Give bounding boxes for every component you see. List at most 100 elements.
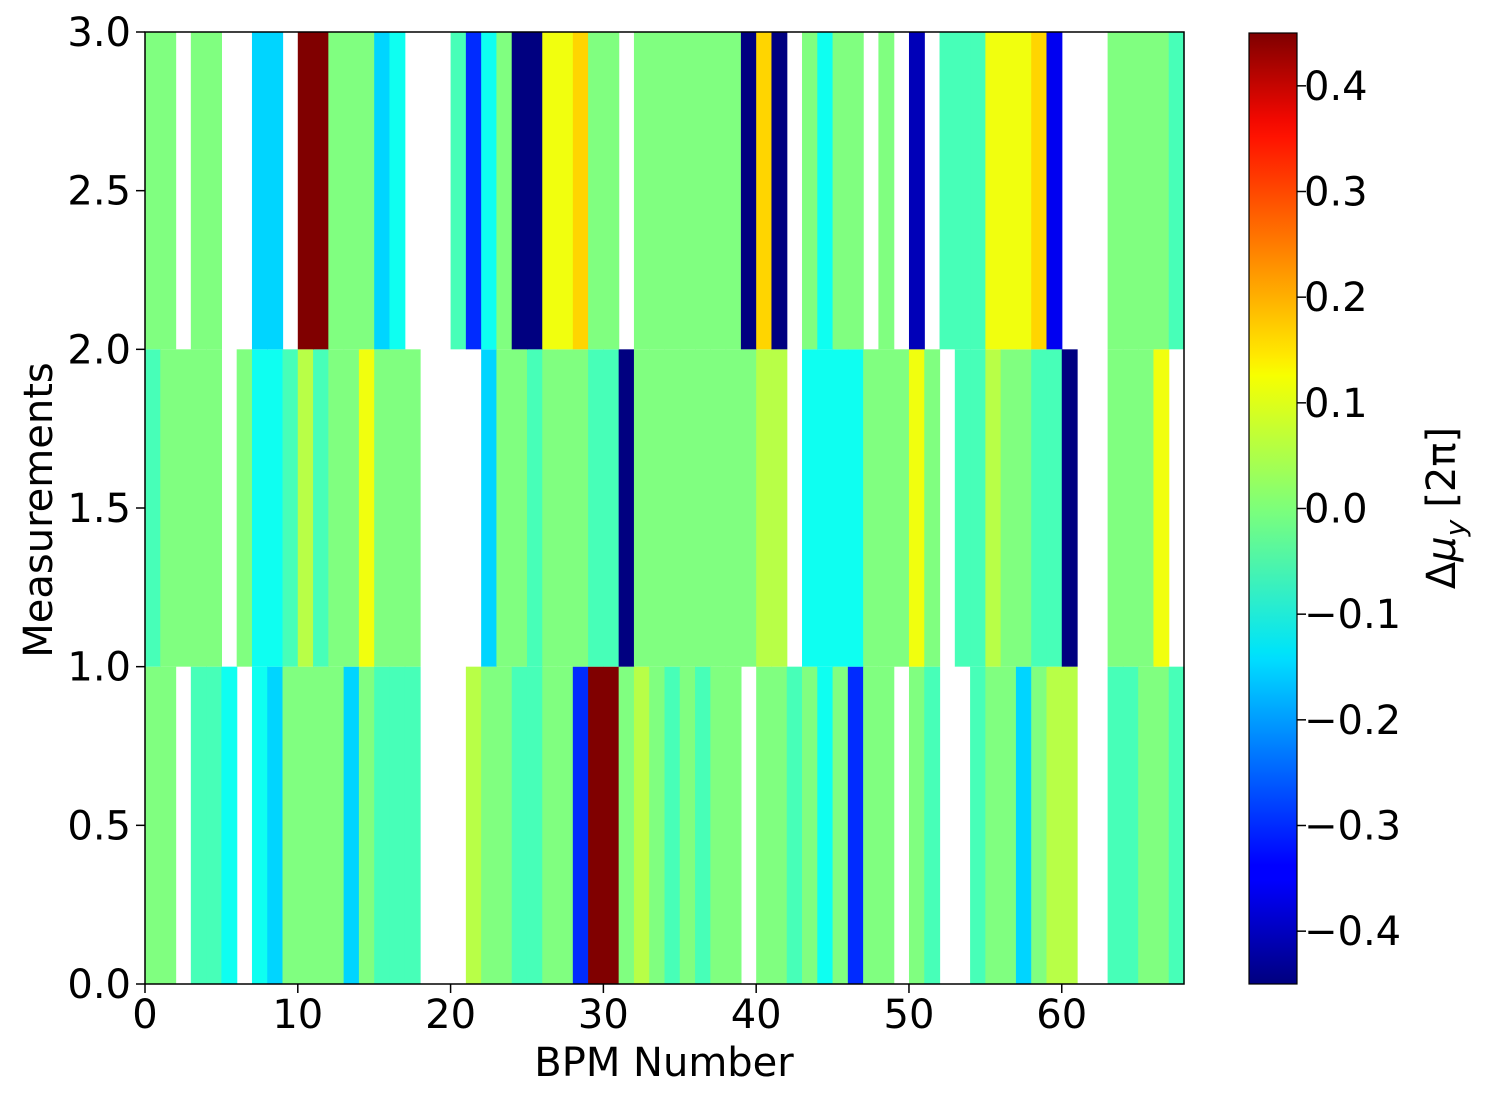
heatmap-cell-r0-c36 — [695, 666, 711, 984]
heatmap-cell-r2-c65 — [1138, 32, 1155, 350]
colorbar-gradient — [1248, 32, 1298, 985]
heatmap-cell-r0-c37 — [710, 666, 727, 984]
y-tick-label: 1.5 — [67, 486, 131, 532]
heatmap-cell-r1-c46 — [847, 349, 864, 667]
heatmap-cell-r0-c59 — [1046, 666, 1063, 984]
heatmap-cell-r1-c8 — [267, 349, 284, 667]
heatmap-cell-r1-c38 — [725, 349, 742, 667]
heatmap-cell-r0-c15 — [374, 666, 391, 984]
heatmap-cell-r0-c50 — [908, 666, 925, 984]
heatmap-cell-r2-c10 — [297, 32, 314, 350]
heatmap-cell-r1-c58 — [1031, 349, 1048, 667]
heatmap-cell-r1-c55 — [985, 349, 1002, 667]
heatmap-cell-r0-c34 — [664, 666, 681, 984]
heatmap-cell-r1-c49 — [893, 349, 910, 667]
heatmap-cell-r2-c3 — [190, 32, 207, 350]
x-tick-label: 10 — [272, 992, 323, 1038]
heatmap-cell-r1-c22 — [481, 349, 498, 667]
heatmap-cell-r1-c50 — [908, 349, 925, 667]
heatmap-cell-r2-c41 — [771, 32, 788, 350]
heatmap-cell-r1-c43 — [802, 349, 818, 667]
heatmap-cell-r2-c11 — [313, 32, 329, 350]
heatmap-cell-r1-c60 — [1061, 349, 1078, 667]
heatmap-cell-r1-c48 — [878, 349, 895, 667]
heatmap-cell-r0-c54 — [970, 666, 986, 984]
heatmap-cell-r0-c23 — [496, 666, 513, 984]
heatmap-cell-r0-c55 — [985, 666, 1002, 984]
heatmap-cell-r0-c65 — [1138, 666, 1155, 984]
heatmap-cell-r0-c67 — [1168, 666, 1185, 984]
heatmap-cell-r0-c44 — [817, 666, 834, 984]
heatmap-cell-r1-c40 — [756, 349, 773, 667]
heatmap-cell-r0-c63 — [1107, 666, 1124, 984]
heatmap-cell-r2-c58 — [1031, 32, 1048, 350]
heatmap-cell-r1-c36 — [695, 349, 711, 667]
y-tick-label: 0.0 — [67, 962, 131, 1008]
heatmap-cell-r1-c65 — [1138, 349, 1155, 667]
colorbar-tick-label: 0.1 — [1304, 381, 1368, 427]
heatmap-cell-r0-c26 — [542, 666, 559, 984]
colorbar-tick-label: −0.4 — [1304, 909, 1401, 955]
heatmap-cell-r1-c37 — [710, 349, 727, 667]
heatmap-cell-r0-c4 — [206, 666, 222, 984]
colorbar-tick-label: −0.2 — [1304, 698, 1401, 744]
y-axis-title: Measurements — [16, 362, 62, 657]
heatmap-cell-r0-c35 — [679, 666, 696, 984]
heatmap-cell-r1-c31 — [618, 349, 635, 667]
heatmap-cell-r0-c41 — [771, 666, 788, 984]
heatmap-cell-r0-c66 — [1153, 666, 1170, 984]
y-axis: 0.0 0.5 1.0 1.5 2.0 2.5 3.0 — [67, 10, 145, 1008]
x-axis: 0 10 20 30 40 50 60 — [132, 984, 1087, 1038]
heatmap-cell-r2-c55 — [985, 32, 1002, 350]
heatmap-cell-r2-c4 — [206, 32, 222, 350]
heatmap-cell-r1-c0 — [145, 349, 161, 667]
heatmap-cell-r0-c56 — [1000, 666, 1017, 984]
heatmap-cell-r0-c17 — [404, 666, 421, 984]
heatmap-cell-r2-c32 — [633, 32, 650, 350]
heatmap-cell-r0-c10 — [297, 666, 314, 984]
heatmap-cell-r0-c29 — [588, 666, 604, 984]
heatmap-cell-r2-c21 — [465, 32, 482, 350]
heatmap-cell-r0-c60 — [1061, 666, 1078, 984]
y-tick-label: 2.5 — [67, 169, 131, 215]
heatmap-cell-r2-c63 — [1107, 32, 1124, 350]
heatmap-cell-r2-c12 — [328, 32, 345, 350]
x-tick-label: 40 — [731, 992, 782, 1038]
colorbar-tick-label: 0.0 — [1304, 487, 1368, 533]
heatmap-cell-r1-c54 — [970, 349, 986, 667]
colorbar-tick-label: 0.4 — [1304, 64, 1368, 110]
heatmap-cells — [145, 32, 1185, 984]
heatmap-cell-r2-c43 — [802, 32, 818, 350]
heatmap-cell-r2-c53 — [954, 32, 971, 350]
heatmap-cell-r2-c16 — [389, 32, 406, 350]
heatmap-cell-r2-c26 — [542, 32, 559, 350]
heatmap-cell-r0-c25 — [526, 666, 543, 984]
heatmap-cell-r2-c37 — [710, 32, 727, 350]
heatmap-cell-r0-c16 — [389, 666, 406, 984]
heatmap-cell-r2-c24 — [511, 32, 528, 350]
heatmap-cell-r0-c28 — [572, 666, 589, 984]
heatmap-cell-r1-c14 — [358, 349, 375, 667]
heatmap-cell-r1-c28 — [572, 349, 589, 667]
heatmap-cell-r0-c21 — [465, 666, 482, 984]
heatmap-cell-r2-c0 — [145, 32, 161, 350]
heatmap-cell-r2-c15 — [374, 32, 391, 350]
heatmap-cell-r2-c23 — [496, 32, 513, 350]
heatmap-cell-r1-c25 — [526, 349, 543, 667]
heatmap-cell-r0-c1 — [160, 666, 177, 984]
heatmap-cell-r0-c27 — [557, 666, 574, 984]
heatmap-cell-r2-c46 — [847, 32, 864, 350]
x-axis-title: BPM Number — [534, 1040, 794, 1086]
heatmap-cell-r1-c63 — [1107, 349, 1124, 667]
heatmap-cell-r2-c67 — [1168, 32, 1185, 350]
heatmap-cell-r0-c43 — [802, 666, 818, 984]
heatmap-cell-r0-c64 — [1122, 666, 1139, 984]
heatmap-cell-r0-c51 — [924, 666, 941, 984]
colorbar-ticks: −0.4 −0.3 −0.2 −0.1 0.0 0.1 0.2 0.3 0.4 — [1297, 64, 1401, 955]
heatmap-cell-r2-c20 — [450, 32, 467, 350]
x-tick-label: 20 — [425, 992, 476, 1038]
colorbar-tick-label: 0.2 — [1304, 275, 1368, 321]
heatmap-cell-r1-c34 — [664, 349, 681, 667]
heatmap-cell-r1-c33 — [649, 349, 666, 667]
heatmap-cell-r1-c44 — [817, 349, 834, 667]
